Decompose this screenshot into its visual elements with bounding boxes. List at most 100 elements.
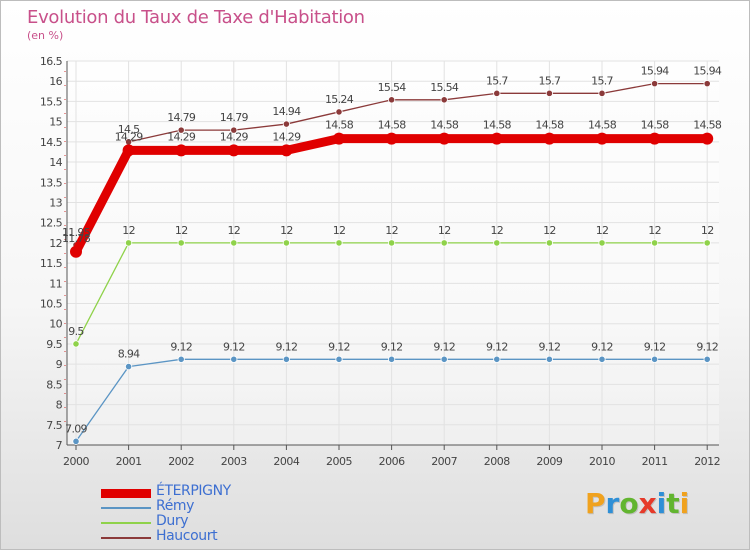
data-label: 8.94 bbox=[118, 348, 140, 361]
y-tick-label: 14 bbox=[49, 156, 62, 169]
y-tick-label: 13.5 bbox=[40, 176, 63, 189]
data-point bbox=[177, 355, 185, 363]
data-label: 11.78 bbox=[62, 232, 91, 245]
data-label: 12 bbox=[701, 224, 714, 237]
logo-letter: i bbox=[679, 487, 690, 520]
data-point bbox=[545, 239, 554, 247]
chart-unit-label: (en %) bbox=[27, 29, 64, 42]
x-tick-label: 2006 bbox=[379, 455, 405, 468]
data-point bbox=[650, 355, 659, 363]
plot-area bbox=[67, 61, 719, 445]
data-point bbox=[596, 132, 608, 145]
data-point bbox=[387, 96, 396, 104]
data-label: 9.12 bbox=[170, 340, 192, 353]
x-tick-label: 2009 bbox=[536, 455, 562, 468]
data-point bbox=[230, 239, 238, 247]
data-point bbox=[438, 132, 451, 145]
y-tick-label: 15 bbox=[49, 116, 62, 129]
data-label: 15.54 bbox=[430, 81, 459, 94]
data-point bbox=[598, 355, 606, 363]
data-label: 9.12 bbox=[696, 340, 718, 353]
y-tick-label: 7 bbox=[56, 439, 63, 452]
x-tick-label: 2010 bbox=[589, 455, 615, 468]
data-point bbox=[703, 355, 711, 363]
x-tick-label: 2001 bbox=[116, 455, 142, 468]
data-label: 15.24 bbox=[325, 93, 354, 106]
legend-item-haucourt: Haucourt bbox=[101, 528, 301, 546]
data-label: 15.94 bbox=[641, 65, 670, 78]
x-tick-label: 2003 bbox=[221, 455, 247, 468]
data-label: 9.5 bbox=[68, 325, 84, 338]
data-label: 14.79 bbox=[167, 111, 196, 124]
data-label: 9.12 bbox=[591, 340, 613, 353]
data-label: 15.7 bbox=[486, 74, 508, 87]
data-label: 14.29 bbox=[272, 130, 301, 143]
data-label: 12 bbox=[438, 224, 451, 237]
legend-label: Rémy bbox=[156, 498, 195, 514]
data-label: 14.58 bbox=[378, 119, 407, 132]
data-label: 12 bbox=[280, 224, 293, 237]
data-label: 9.12 bbox=[381, 340, 403, 353]
data-point bbox=[650, 80, 659, 88]
y-tick-label: 15.5 bbox=[40, 95, 63, 108]
data-label: 15.7 bbox=[539, 74, 561, 87]
data-point bbox=[72, 437, 80, 445]
data-point bbox=[648, 132, 661, 145]
data-point bbox=[440, 355, 448, 363]
data-point bbox=[175, 144, 188, 157]
data-label: 11.95 bbox=[62, 226, 91, 239]
data-label: 7.09 bbox=[65, 422, 87, 435]
data-label: 12 bbox=[227, 224, 240, 237]
legend-label: Haucourt bbox=[156, 528, 218, 544]
legend-item-dury: Dury bbox=[101, 513, 301, 531]
legend-swatch bbox=[101, 507, 151, 509]
x-tick-label: 2011 bbox=[642, 455, 668, 468]
y-tick-label: 10 bbox=[49, 318, 62, 331]
data-point bbox=[227, 144, 240, 157]
data-label: 14.58 bbox=[483, 119, 512, 132]
logo-letter: x bbox=[638, 487, 657, 520]
logo-letter: P bbox=[585, 487, 606, 520]
data-label: 14.58 bbox=[535, 119, 564, 132]
data-point bbox=[545, 355, 554, 363]
data-point bbox=[125, 239, 133, 247]
y-tick-label: 12 bbox=[49, 237, 62, 250]
data-point bbox=[493, 239, 501, 247]
data-label: 12 bbox=[175, 224, 188, 237]
data-label: 12 bbox=[490, 224, 503, 237]
data-point bbox=[282, 120, 290, 128]
data-label: 14.29 bbox=[167, 130, 196, 143]
data-label: 9.12 bbox=[539, 340, 561, 353]
data-point bbox=[230, 126, 238, 134]
data-label: 14.58 bbox=[430, 119, 459, 132]
x-tick-label: 2005 bbox=[326, 455, 352, 468]
data-point bbox=[543, 132, 556, 145]
data-label: 14.79 bbox=[220, 111, 249, 124]
data-point bbox=[282, 239, 290, 247]
y-tick-label: 16 bbox=[49, 75, 62, 88]
y-tick-label: 7.5 bbox=[46, 419, 62, 432]
chart-title: Evolution du Taux de Taxe d'Habitation bbox=[27, 7, 365, 28]
data-point bbox=[333, 132, 345, 145]
y-tick-label: 14.5 bbox=[40, 136, 63, 149]
y-tick-label: 11.5 bbox=[40, 257, 63, 270]
legend-item-rémy: Rémy bbox=[101, 498, 301, 516]
data-label: 9.12 bbox=[433, 340, 455, 353]
data-point bbox=[490, 132, 503, 145]
data-label: 9.12 bbox=[486, 340, 508, 353]
y-tick-label: 16.5 bbox=[40, 55, 63, 68]
legend-label: Dury bbox=[156, 513, 189, 529]
data-point bbox=[177, 239, 185, 247]
legend-swatch bbox=[101, 537, 151, 539]
data-label: 9.12 bbox=[328, 340, 350, 353]
data-label: 12 bbox=[596, 224, 609, 237]
data-label: 12 bbox=[333, 224, 346, 237]
data-label: 9.12 bbox=[644, 340, 666, 353]
y-tick-label: 9 bbox=[56, 358, 63, 371]
x-tick-label: 2012 bbox=[694, 455, 720, 468]
data-point bbox=[335, 108, 343, 116]
data-label: 15.94 bbox=[693, 65, 722, 78]
x-tick-label: 2002 bbox=[168, 455, 194, 468]
data-label: 14.5 bbox=[118, 123, 140, 136]
